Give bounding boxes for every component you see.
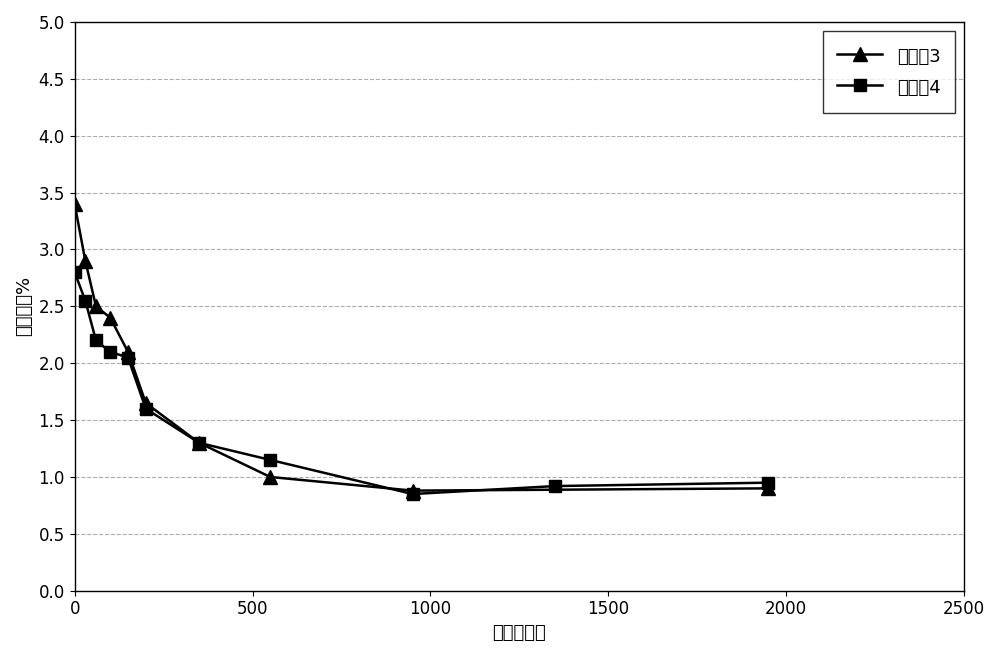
实施兩3 <box>79 257 91 265</box>
Line: 实施兩4: 实施兩4 <box>68 266 775 500</box>
实施兩4 <box>549 482 561 490</box>
实施兩4 <box>407 490 419 498</box>
实施兩4 <box>104 348 116 356</box>
实施兩4 <box>264 456 276 464</box>
实施兩3 <box>140 399 152 407</box>
实施兩4 <box>762 479 774 487</box>
实施兩3 <box>90 302 102 310</box>
实施兩3 <box>407 487 419 495</box>
实施兩4 <box>140 405 152 413</box>
实施兩4 <box>193 439 205 447</box>
实施兩4 <box>69 268 81 276</box>
实施兩3 <box>122 348 134 356</box>
实施兩3 <box>69 200 81 208</box>
Line: 实施兩3: 实施兩3 <box>68 197 775 497</box>
X-axis label: 蚀刻（秒）: 蚀刻（秒） <box>492 624 546 642</box>
实施兩4 <box>122 353 134 361</box>
Legend: 实施兩3, 实施兩4: 实施兩3, 实施兩4 <box>823 31 955 113</box>
Y-axis label: 质量浓度%: 质量浓度% <box>15 277 33 336</box>
实施兩3 <box>104 314 116 322</box>
实施兩3 <box>264 473 276 481</box>
实施兩3 <box>762 484 774 492</box>
实施兩3 <box>193 439 205 447</box>
实施兩4 <box>90 336 102 344</box>
实施兩4 <box>79 297 91 305</box>
